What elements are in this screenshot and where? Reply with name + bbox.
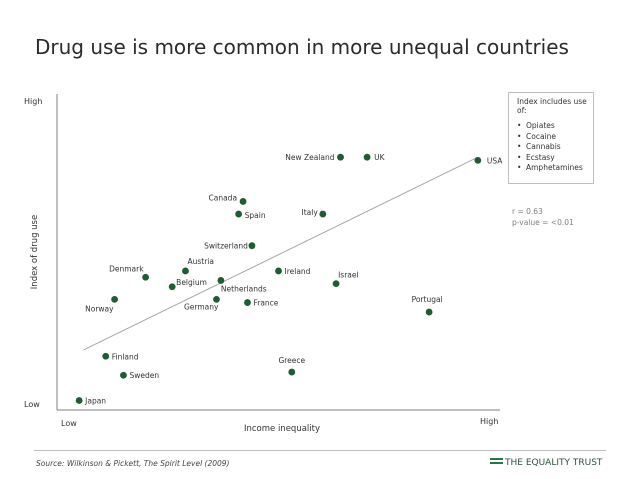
footer-divider	[34, 450, 606, 451]
trend-line	[83, 156, 479, 351]
data-point	[217, 277, 225, 284]
data-point-label: Switzerland	[204, 242, 248, 251]
data-point-label: UK	[374, 153, 385, 162]
data-point-label: Italy	[302, 208, 319, 217]
data-point	[275, 267, 282, 275]
equality-mark-icon	[490, 458, 503, 464]
data-point	[213, 296, 220, 303]
legend-item: Ecstasy	[517, 153, 593, 164]
data-point	[235, 210, 243, 218]
data-point	[102, 352, 110, 360]
x-axis-title: Income inequality	[244, 424, 320, 434]
data-point-label: Canada	[209, 193, 238, 202]
data-point	[182, 267, 189, 275]
data-point-label: Denmark	[109, 264, 144, 273]
data-point-label: France	[253, 299, 278, 308]
data-point-label: Norway	[85, 304, 114, 313]
data-point	[239, 198, 247, 205]
data-point	[363, 153, 371, 161]
brand-logo: THE EQUALITY TRUST	[490, 458, 602, 468]
data-point	[332, 280, 340, 287]
correlation-annotation: r = 0.63	[512, 207, 543, 216]
data-point	[120, 371, 127, 379]
data-point	[111, 296, 118, 303]
data-point	[425, 308, 433, 316]
data-point-label: USA	[487, 156, 503, 165]
y-high-label: High	[24, 97, 42, 106]
data-point-label: Germany	[184, 302, 219, 311]
y-axis-title: Index of drug use	[30, 215, 40, 289]
legend-item: Amphetamines	[517, 163, 593, 174]
legend-item: Cannabis	[517, 142, 593, 153]
data-point-label: Sweden	[129, 371, 159, 380]
data-point	[75, 397, 83, 404]
data-point-label: Israel	[338, 271, 359, 280]
data-point	[337, 153, 344, 161]
legend-title: Index includes use of:	[517, 97, 587, 115]
data-point-label: Austria	[187, 257, 214, 266]
data-point	[244, 299, 251, 306]
data-point-label: Japan	[84, 397, 106, 406]
data-point	[248, 242, 256, 250]
chart-title: Drug use is more common in more unequal …	[35, 35, 569, 59]
data-point	[168, 283, 176, 291]
data-point-label: Spain	[245, 211, 266, 220]
data-point-label: Netherlands	[221, 284, 267, 293]
data-point-label: Belgium	[176, 278, 207, 287]
x-low-label: Low	[61, 419, 77, 428]
legend-item: Opiates	[517, 121, 593, 132]
data-point	[474, 156, 482, 164]
data-point-label: New Zealand	[285, 153, 335, 162]
data-point-label: Ireland	[285, 267, 311, 276]
data-point-label: Greece	[278, 356, 305, 365]
data-point-label: Finland	[112, 352, 139, 361]
p-value-annotation: p-value = <0.01	[512, 218, 574, 227]
brand-name: THE EQUALITY TRUST	[505, 458, 603, 468]
legend-item: Cocaine	[517, 132, 593, 143]
data-point	[319, 210, 327, 218]
source-note: Source: Wilkinson & Pickett, The Spirit …	[36, 459, 230, 468]
x-high-label: High	[480, 417, 498, 426]
legend-list: Opiates Cocaine Cannabis Ecstasy Ampheta…	[517, 121, 593, 174]
data-point-label: Portugal	[412, 295, 443, 304]
y-low-label: Low	[24, 400, 40, 409]
legend-box: Index includes use of: Opiates Cocaine C…	[508, 92, 594, 184]
data-point	[288, 368, 296, 376]
data-point	[142, 273, 150, 281]
